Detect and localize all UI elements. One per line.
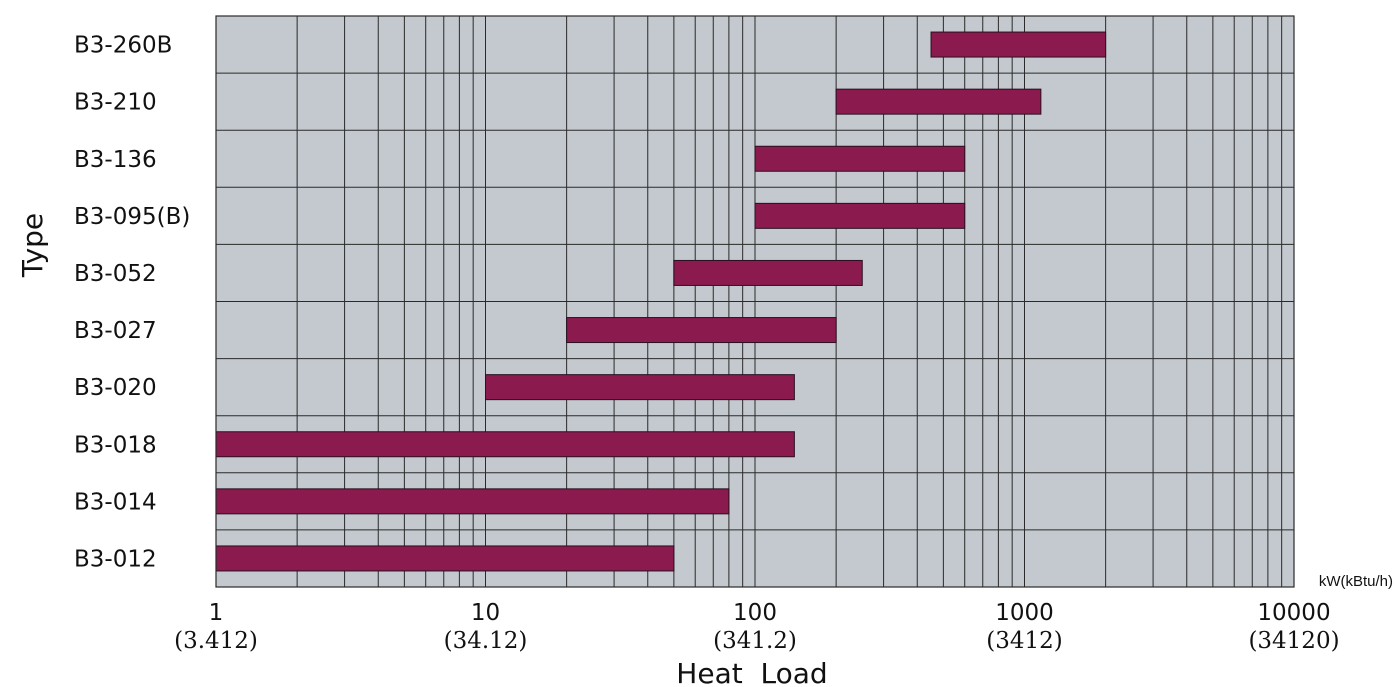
x-tick-labels: 1(3.412) 10(34.12) 100(341.2) 1000(3412) 100… (174, 600, 1339, 654)
bar-b3-052 (673, 259, 863, 286)
category-label: B3-027 (74, 318, 157, 344)
category-label: B3-095(B) (74, 204, 190, 230)
category-labels: B3-260B B3-210 B3-136 B3-095(B) B3-052 B3-027… (74, 33, 190, 573)
bar-b3-027 (566, 317, 837, 344)
category-label: B3-052 (74, 261, 157, 287)
category-label: B3-260B (74, 33, 172, 59)
category-label: B3-210 (74, 90, 157, 116)
x-tick-sublabel: (34.12) (444, 628, 528, 654)
x-tick-label: 100 (733, 600, 777, 626)
x-tick-sublabel: (3412) (986, 628, 1062, 654)
x-axis-title: Heat Load (676, 657, 827, 687)
bar-b3-018 (215, 431, 795, 458)
plot-frame (215, 15, 1295, 588)
category-label: B3-020 (74, 375, 157, 401)
bar-b3-020 (485, 374, 795, 401)
category-label: B3-018 (74, 432, 157, 458)
bars (215, 31, 1107, 572)
bar-b3-014 (215, 488, 730, 515)
x-tick-label: 1 (209, 600, 224, 626)
x-tick-sublabel: (34120) (1248, 628, 1339, 654)
x-axis-unit: kW(kBtu/h) (1319, 573, 1393, 590)
category-label: B3-012 (74, 546, 157, 572)
category-label: B3-014 (74, 489, 157, 515)
category-label: B3-136 (74, 147, 157, 173)
bar-b3-012 (215, 545, 675, 572)
bar-b3-260b (930, 31, 1107, 58)
bar-b3-136 (754, 145, 966, 172)
x-tick-sublabel: (3.412) (174, 628, 258, 654)
x-tick-label: 10000 (1257, 600, 1330, 626)
y-axis-title: Type (16, 213, 49, 278)
x-tick-sublabel: (341.2) (713, 628, 797, 654)
x-tick-label: 10 (471, 600, 500, 626)
bar-b3-095-b (754, 202, 966, 229)
bar-b3-210 (835, 88, 1042, 115)
x-tick-label: 1000 (995, 600, 1054, 626)
